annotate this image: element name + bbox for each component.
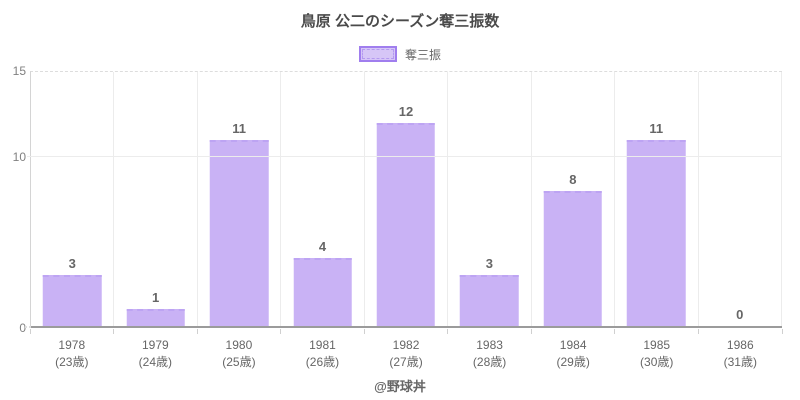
bar-value-label-1978: 3: [68, 256, 76, 272]
x-tick-age: (31歳): [723, 355, 757, 369]
bar-value-label-1983: 3: [485, 256, 494, 272]
x-tick-label-1984: 1984 (29歳): [530, 329, 615, 371]
bar-1985[interactable]: [627, 139, 686, 326]
x-tick-label-1986: 1986 (31歳): [698, 329, 783, 371]
x-tick-year: 1985: [643, 338, 671, 352]
bar-group-1978: 3: [31, 72, 115, 326]
bar-1980[interactable]: [209, 139, 269, 326]
gridline-y-10: [27, 155, 782, 157]
x-tick-age: (28歳): [472, 355, 507, 369]
bar-value-label-1979: 1: [152, 290, 160, 306]
x-tick-age: (23歳): [55, 355, 89, 369]
bar-group-1986: 0: [699, 72, 782, 326]
bar-group-1983: 3: [448, 72, 532, 326]
bar-value-label-1980: 11: [232, 120, 246, 136]
x-tick-age: (25歳): [222, 355, 256, 369]
x-tick-label-1979: 1979 (24歳): [113, 329, 198, 371]
bar-value-label-1981: 4: [318, 239, 327, 255]
y-axis-label-10: 10: [12, 149, 26, 164]
bar-group-1979: 1: [114, 72, 198, 326]
bars-container: 3 1 11 4 12 3 8 11 0: [31, 72, 782, 326]
legend-label: 奪三振: [404, 47, 441, 62]
bar-group-1981: 4: [281, 72, 365, 326]
bar-1979[interactable]: [126, 309, 185, 326]
x-tick-year: 1979: [141, 338, 169, 352]
x-axis: 1978 (23歳) 1979 (24歳) 1980 (25歳) 1981 (26歳) 1982…: [29, 329, 783, 371]
y-axis-label-15: 15: [12, 64, 26, 78]
x-tick-year: 1984: [559, 338, 587, 352]
x-tick-year: 1986: [726, 338, 754, 352]
bar-1978[interactable]: [42, 275, 102, 326]
x-tick-year: 1980: [225, 338, 253, 352]
x-tick-age: (30歳): [640, 355, 674, 369]
x-tick-age: (26歳): [305, 355, 340, 369]
chart-title: 鳥原 公二のシーズン奪三振数: [300, 13, 500, 30]
bar-value-label-1982: 12: [398, 103, 414, 119]
bar-value-label-1984: 8: [569, 171, 577, 187]
watermark: @野球丼: [374, 379, 426, 394]
legend-swatch-icon: [358, 46, 397, 62]
x-tick-year: 1978: [58, 338, 86, 352]
legend-item-strikeouts[interactable]: 奪三振: [0, 45, 800, 63]
bar-1982[interactable]: [376, 122, 436, 326]
bar-1984[interactable]: [543, 190, 603, 326]
bar-value-label-1985: 11: [649, 120, 664, 136]
x-tick-label-1983: 1983 (28歳): [447, 329, 532, 371]
bar-1983[interactable]: [460, 275, 519, 326]
x-tick-age: (24歳): [138, 355, 173, 369]
x-tick-label-1978: 1978 (23歳): [29, 329, 114, 371]
x-tick-year: 1982: [392, 338, 420, 352]
y-axis: 0 10 15: [0, 65, 26, 334]
plot-area: 3 1 11 4 12 3 8 11 0: [25, 71, 782, 328]
x-tick-label-1981: 1981 (26歳): [280, 329, 365, 371]
x-tick-year: 1981: [309, 338, 336, 352]
bar-value-label-1986: 0: [736, 307, 744, 322]
y-axis-label-0: 0: [19, 321, 26, 335]
x-tick-year: 1983: [476, 338, 503, 352]
x-tick-age: (27歳): [389, 355, 423, 369]
bar-group-1984: 8: [532, 72, 616, 326]
bar-1981[interactable]: [293, 258, 352, 326]
x-tick-label-1982: 1982 (27歳): [363, 329, 448, 371]
bar-group-1980: 11: [198, 72, 282, 326]
bar-group-1982: 12: [365, 72, 449, 326]
x-tick-label-1980: 1980 (25歳): [196, 329, 281, 371]
x-tick-age: (29歳): [556, 355, 590, 369]
x-tick-label-1985: 1985 (30歳): [614, 329, 699, 371]
bar-group-1985: 11: [615, 72, 699, 326]
